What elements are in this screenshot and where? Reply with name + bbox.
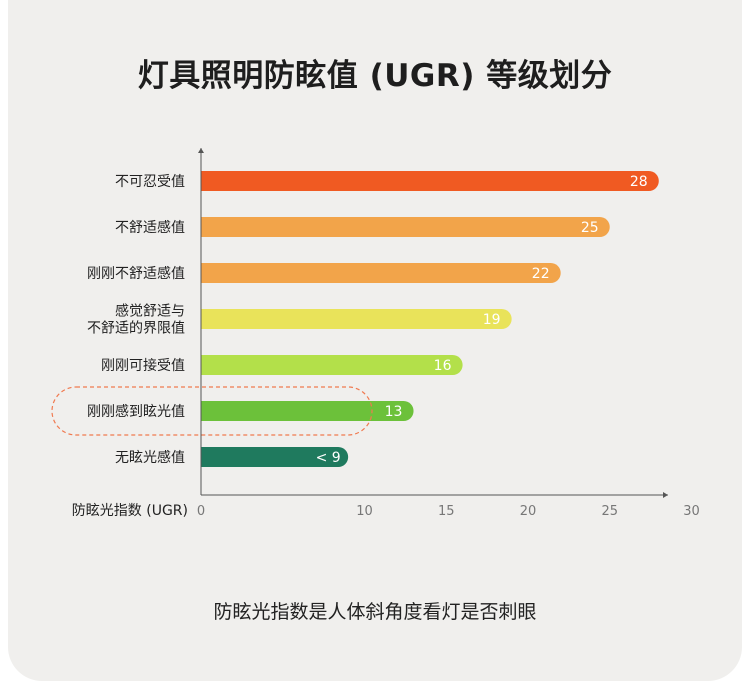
category-label: 感觉舒适与	[115, 303, 185, 320]
bar-2	[201, 217, 610, 237]
bar-value-label: 22	[532, 266, 550, 282]
card-background	[8, 0, 742, 681]
category-label: 不可忍受值	[115, 174, 185, 190]
bar-4-base	[201, 309, 211, 329]
bar-4	[201, 309, 512, 329]
bar-value-label: 25	[581, 220, 599, 236]
bar-6-base	[201, 401, 211, 421]
bar-value-label: 16	[434, 358, 452, 374]
bar-5	[201, 355, 463, 375]
x-tick-label: 10	[356, 504, 373, 519]
category-label: 刚刚感到眩光值	[87, 403, 185, 420]
bar-value-label: 28	[630, 174, 648, 190]
bar-3	[201, 263, 561, 283]
bar-value-label: < 9	[316, 450, 341, 466]
category-label: 刚刚可接受值	[101, 357, 185, 374]
bar-value-label: 13	[385, 404, 403, 420]
y-axis-arrow	[198, 148, 204, 153]
category-label: 无眩光感值	[115, 449, 185, 466]
bar-6	[201, 401, 414, 421]
bar-value-label: 19	[483, 312, 501, 328]
x-axis-arrow	[663, 492, 668, 498]
category-label: 不舒适感值	[115, 219, 185, 236]
bar-1-base	[201, 171, 211, 191]
bar-5-base	[201, 355, 211, 375]
bar-7	[201, 447, 349, 467]
axes-group: 0 10 15 20 25 30 防眩光指数 (UGR)	[72, 148, 700, 519]
x-tick-label: 15	[438, 504, 455, 519]
x-tick-label: 20	[520, 504, 537, 519]
bar-3-base	[201, 263, 211, 283]
bar-1	[201, 171, 659, 191]
footer-caption: 防眩光指数是人体斜角度看灯是否刺眼	[213, 601, 537, 623]
chart-title: 灯具照明防眩值 (UGR) 等级划分	[137, 58, 613, 94]
bar-7-base	[201, 447, 211, 467]
category-label: 不舒适的界限值	[87, 321, 185, 337]
category-label: 刚刚不舒适感值	[87, 265, 185, 282]
bar-2-base	[201, 217, 211, 237]
x-tick-label: 0	[197, 504, 205, 519]
x-tick-label: 25	[601, 504, 618, 519]
highlight-outline	[51, 386, 373, 436]
x-axis-label: 防眩光指数 (UGR)	[72, 503, 188, 519]
x-tick-label: 30	[683, 504, 700, 519]
